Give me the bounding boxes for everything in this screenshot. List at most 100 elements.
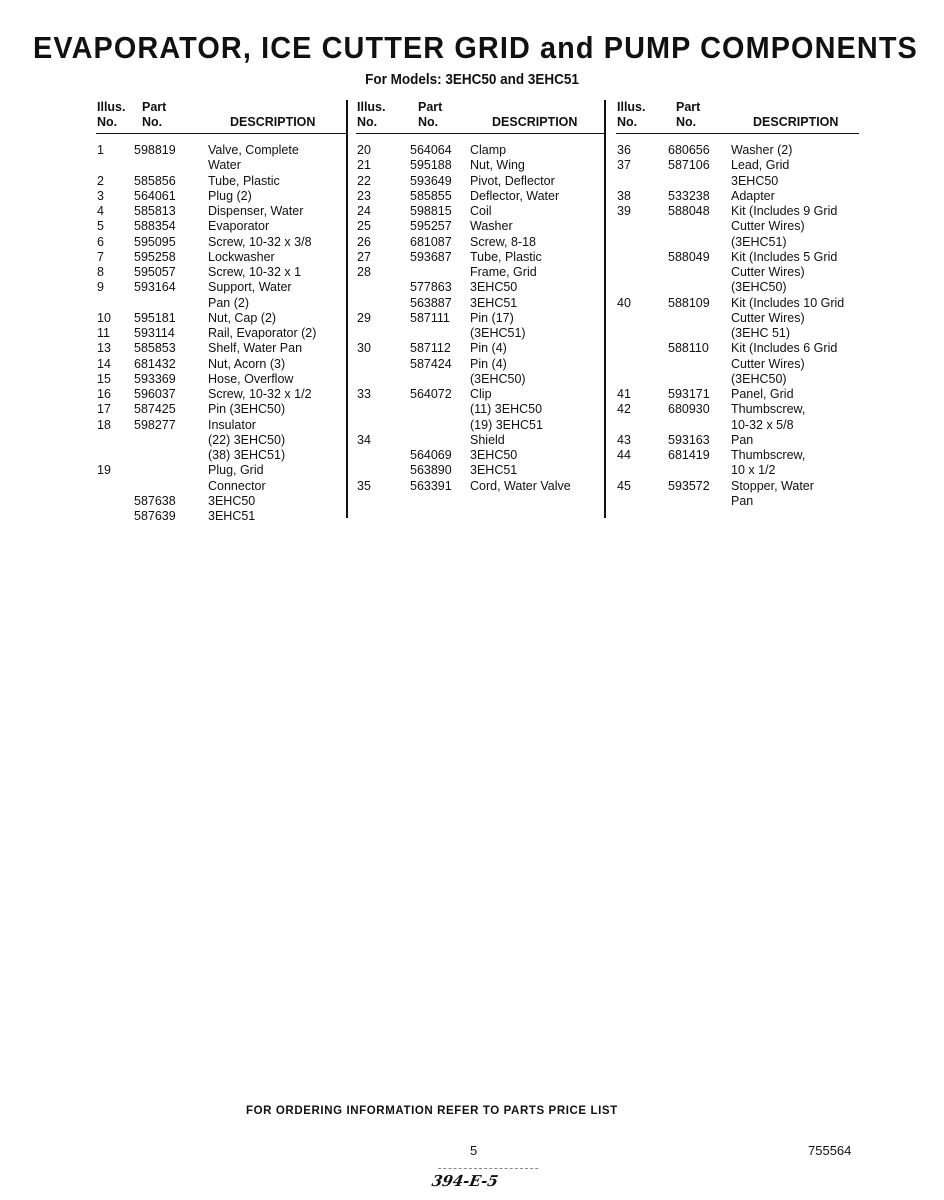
table-row: 42 680930 Thumbscrew, 10-32 x 5/8: [616, 402, 859, 433]
page-number: 5: [470, 1143, 478, 1158]
part-number: 598277: [134, 417, 176, 432]
description-line: Hose, Overflow: [208, 371, 294, 386]
table-row: 563890 3EHC51: [356, 463, 604, 478]
part-number: 585853: [134, 341, 176, 356]
illus-number: 30: [357, 341, 371, 356]
part-description: Pivot, Deflector: [470, 174, 718, 189]
description-line: Panel, Grid: [731, 387, 794, 401]
description-line: Insulator: [208, 417, 256, 432]
illus-number: 14: [97, 356, 111, 371]
column-header: Illus. No. Part No. DESCRIPTION: [356, 100, 604, 134]
page-title: EVAPORATOR, ICE CUTTER GRID and PUMP COM…: [33, 30, 918, 65]
part-description: Panel, Grid: [731, 387, 944, 402]
part-description: 3EHC50: [470, 280, 718, 295]
description-line: Cutter Wires): [731, 310, 805, 325]
part-number: 588110: [668, 341, 709, 356]
column-header: Illus. No. Part No. DESCRIPTION: [96, 100, 346, 134]
part-number: 588049: [668, 249, 710, 264]
part-number: 588354: [134, 219, 176, 234]
table-row: 28 Frame, Grid: [356, 265, 604, 280]
illus-number: 28: [357, 265, 371, 279]
illus-number: 29: [357, 310, 371, 325]
part-number: 587424: [410, 356, 452, 371]
description-line: Cutter Wires): [731, 265, 805, 279]
description-line: Pin (17): [470, 310, 514, 325]
part-description: Pin (3EHC50): [208, 402, 458, 417]
description-header: DESCRIPTION: [753, 115, 839, 129]
part-number: 588048: [668, 204, 710, 218]
table-row: 587639 3EHC51: [96, 509, 346, 524]
description-line: (19) 3EHC51: [470, 417, 543, 432]
part-description: Adapter: [731, 189, 944, 204]
description-line: Washer (2): [731, 143, 793, 157]
part-description: Pin (17) (3EHC51): [470, 311, 718, 342]
part-description: Frame, Grid: [470, 265, 718, 280]
description-line: 10 x 1/2: [731, 463, 776, 478]
part-description: Plug (2): [208, 189, 458, 204]
part-number: 533238: [668, 188, 710, 203]
description-line: (38) 3EHC51): [208, 448, 286, 462]
table-row: 44 681419 Thumbscrew, 10 x 1/2: [616, 448, 859, 479]
description-line: (3EHC51): [731, 234, 787, 249]
illus-number: 33: [357, 387, 371, 401]
illus-number: 20: [357, 143, 371, 157]
part-description: Deflector, Water: [470, 189, 718, 204]
illus-number: 5: [97, 219, 104, 234]
description-line: Stopper, Water: [731, 478, 814, 493]
part-number: 588109: [668, 295, 710, 310]
part-description: Evaporator: [208, 219, 458, 234]
description-line: (3EHC50): [470, 371, 526, 386]
part-number: 598819: [134, 143, 176, 157]
table-row: 11 593114 Rail, Evaporator (2): [96, 326, 346, 341]
description-line: (3EHC 51): [731, 326, 791, 340]
description-line: Adapter: [731, 188, 775, 203]
part-number: 577863: [410, 280, 452, 295]
description-line: (3EHC50): [731, 371, 787, 386]
illus-number: 7: [97, 249, 104, 264]
part-description: Plug, Grid Connector: [208, 463, 458, 494]
table-row: 19 Plug, Grid Connector: [96, 463, 346, 494]
table-row: 587638 3EHC50: [96, 494, 346, 509]
description-line: Evaporator: [208, 219, 270, 234]
part-number: 595181: [134, 310, 176, 325]
description-line: Pan: [731, 432, 754, 447]
part-number: 680930: [668, 402, 710, 417]
part-number: 587106: [668, 158, 710, 173]
part-number: 563391: [410, 478, 452, 493]
part-number: 598815: [410, 204, 452, 218]
description-header: DESCRIPTION: [230, 115, 316, 129]
illus-no-header: Illus. No.: [617, 100, 646, 129]
part-number: 595188: [410, 158, 452, 173]
part-number: 587639: [134, 509, 176, 523]
part-description: Lockwasher: [208, 250, 458, 265]
part-description: Washer: [470, 219, 718, 234]
illus-number: 43: [617, 432, 631, 447]
part-description: Pan: [731, 433, 944, 448]
part-description: Support, Water Pan (2): [208, 280, 458, 311]
table-row: 577863 3EHC50: [356, 280, 604, 295]
table-row: 5 588354 Evaporator: [96, 219, 346, 234]
part-number: 593572: [668, 478, 710, 493]
part-description: Clip (11) 3EHC50 (19) 3EHC51: [470, 387, 718, 433]
part-description: Screw, 10-32 x 1: [208, 265, 458, 280]
part-number: 593687: [410, 249, 452, 264]
description-line: Clamp: [470, 143, 507, 157]
description-line: Nut, Cap (2): [208, 310, 277, 325]
illus-number: 3: [97, 188, 104, 203]
description-line: Valve, Complete: [208, 143, 299, 157]
part-description: Washer (2): [731, 143, 944, 158]
illus-number: 38: [617, 188, 631, 203]
description-line: Pin (3EHC50): [208, 402, 286, 417]
part-number: 593649: [410, 173, 452, 188]
description-line: Screw, 10-32 x 3/8: [208, 234, 312, 249]
description-line: Washer: [470, 219, 513, 234]
illus-number: 9: [97, 280, 104, 295]
description-line: 3EHC51: [470, 463, 518, 478]
description-line: Coil: [470, 204, 492, 218]
table-row: 30 587112 Pin (4): [356, 341, 604, 356]
table-row: 29 587111 Pin (17) (3EHC51): [356, 311, 604, 342]
table-row: 16 596037 Screw, 10-32 x 1/2: [96, 387, 346, 402]
illus-number: 36: [617, 143, 631, 157]
table-row: 17 587425 Pin (3EHC50): [96, 402, 346, 417]
description-line: Kit (Includes 10 Grid: [731, 295, 845, 310]
